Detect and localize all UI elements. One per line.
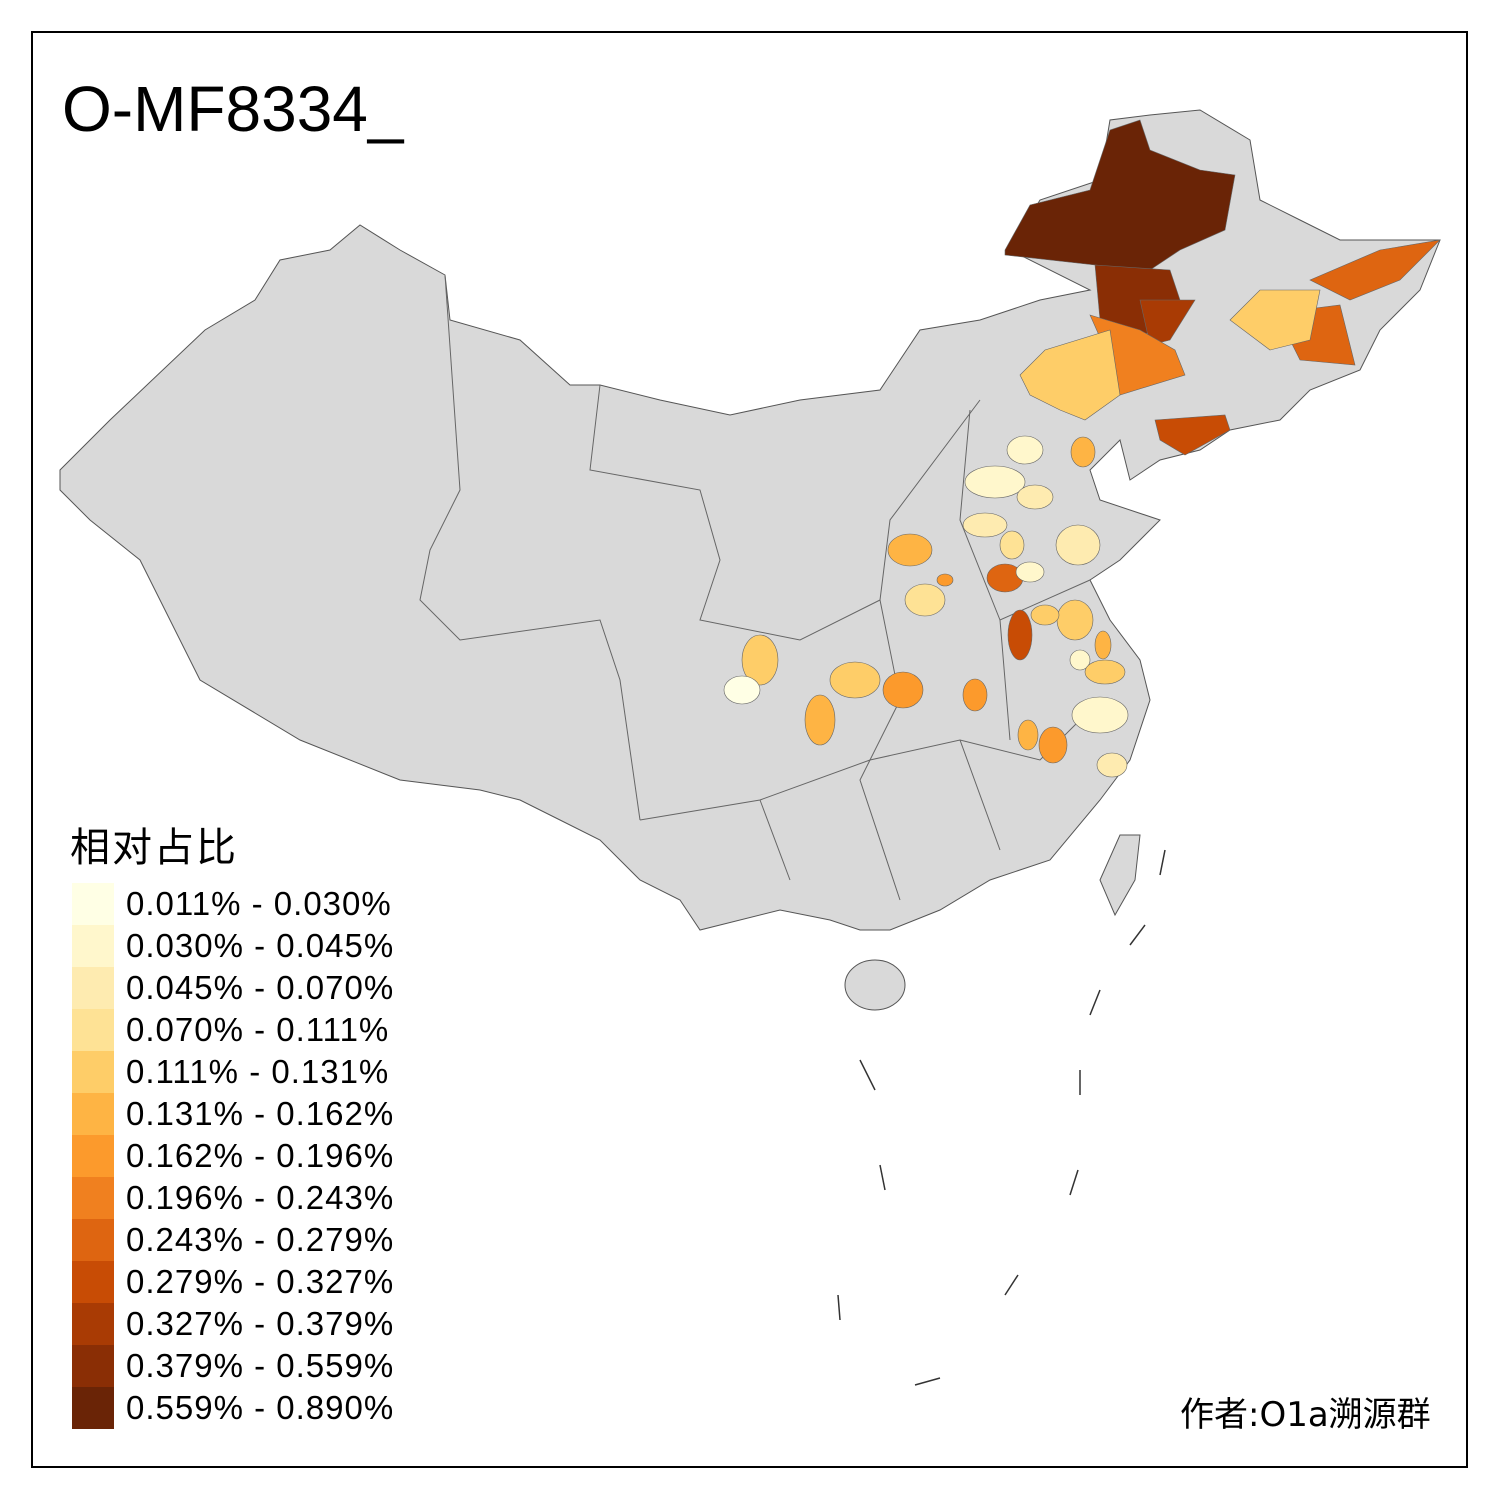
region-fill [882, 671, 924, 709]
legend-swatch [72, 925, 114, 967]
china-mainland [59, 109, 1441, 931]
region-fill [1006, 435, 1044, 465]
legend-swatch [72, 1177, 114, 1219]
legend-item: 0.045% - 0.070% [72, 967, 394, 1009]
region-fill [1096, 752, 1128, 778]
region-fill [936, 573, 954, 587]
region-fill [1016, 484, 1054, 510]
legend-item: 0.131% - 0.162% [72, 1093, 394, 1135]
legend-item: 0.279% - 0.327% [72, 1261, 394, 1303]
region-fill [804, 694, 836, 746]
legend-swatch [72, 883, 114, 925]
legend-label: 0.196% - 0.243% [126, 1179, 395, 1216]
legend-item: 0.196% - 0.243% [72, 1177, 394, 1219]
legend-swatch [72, 1261, 114, 1303]
legend-item: 0.070% - 0.111% [72, 1009, 394, 1051]
author-credit: 作者:O1a溯源群 [1180, 1395, 1431, 1435]
legend-swatch [72, 1051, 114, 1093]
taiwan-island [1099, 834, 1141, 917]
region-fill [723, 675, 761, 705]
legend-item: 0.030% - 0.045% [72, 925, 394, 967]
legend-item: 0.379% - 0.559% [72, 1345, 394, 1387]
region-fill [1139, 299, 1196, 346]
hainan-island [844, 959, 906, 1011]
region-fill [904, 583, 946, 617]
legend-label: 0.045% - 0.070% [126, 969, 395, 1006]
legend-label: 0.131% - 0.162% [126, 1095, 395, 1132]
region-fill [1154, 414, 1231, 456]
region-fill [1017, 719, 1039, 751]
legend-label: 0.279% - 0.327% [126, 1263, 395, 1300]
region-fill [1007, 609, 1033, 661]
legend-label: 0.559% - 0.890% [126, 1389, 395, 1426]
legend-swatch [72, 967, 114, 1009]
region-fill [962, 678, 988, 712]
legend-label: 0.030% - 0.045% [126, 927, 395, 964]
region-fill [1229, 289, 1321, 351]
legend-label: 0.327% - 0.379% [126, 1305, 395, 1342]
region-fill [741, 634, 779, 686]
colored-regions [723, 119, 1441, 778]
region-fill [1084, 659, 1126, 685]
legend-label: 0.379% - 0.559% [126, 1347, 395, 1384]
region-fill [1309, 239, 1441, 301]
legend-item: 0.162% - 0.196% [72, 1135, 394, 1177]
legend-swatch [72, 1345, 114, 1387]
legend-item: 0.011% - 0.030% [72, 883, 394, 925]
south-china-sea-islands [837, 849, 1166, 1386]
region-fill [962, 512, 1008, 538]
region-fill [1038, 726, 1068, 764]
legend-swatch [72, 1219, 114, 1261]
legend-item: 0.327% - 0.379% [72, 1303, 394, 1345]
region-fill [1070, 436, 1096, 468]
legend: 0.011% - 0.030% 0.030% - 0.045% 0.045% - 0… [72, 883, 394, 1429]
legend-label: 0.011% - 0.030% [126, 885, 392, 922]
legend-item: 0.559% - 0.890% [72, 1387, 394, 1429]
map-frame [31, 31, 1468, 1468]
region-fill [1094, 630, 1112, 660]
region-fill [887, 533, 933, 567]
region-fill [999, 530, 1025, 560]
legend-title: 相对占比 [70, 825, 238, 871]
legend-label: 0.162% - 0.196% [126, 1137, 395, 1174]
region-fill [1030, 604, 1060, 626]
region-fill [1056, 599, 1094, 641]
legend-item: 0.243% - 0.279% [72, 1219, 394, 1261]
region-fill [1015, 561, 1045, 583]
map-title: O-MF8334_ [62, 73, 404, 145]
legend-item: 0.111% - 0.131% [72, 1051, 394, 1093]
region-fill [1069, 649, 1091, 671]
legend-label: 0.111% - 0.131% [126, 1053, 390, 1090]
region-fill [1055, 524, 1101, 566]
legend-swatch [72, 1093, 114, 1135]
legend-swatch [72, 1387, 114, 1429]
legend-swatch [72, 1009, 114, 1051]
legend-label: 0.070% - 0.111% [126, 1011, 390, 1048]
legend-swatch [72, 1135, 114, 1177]
region-fill [1019, 329, 1121, 421]
legend-swatch [72, 1303, 114, 1345]
region-fill [1071, 696, 1129, 734]
region-fill [964, 465, 1026, 499]
region-fill [829, 661, 881, 699]
legend-label: 0.243% - 0.279% [126, 1221, 395, 1258]
